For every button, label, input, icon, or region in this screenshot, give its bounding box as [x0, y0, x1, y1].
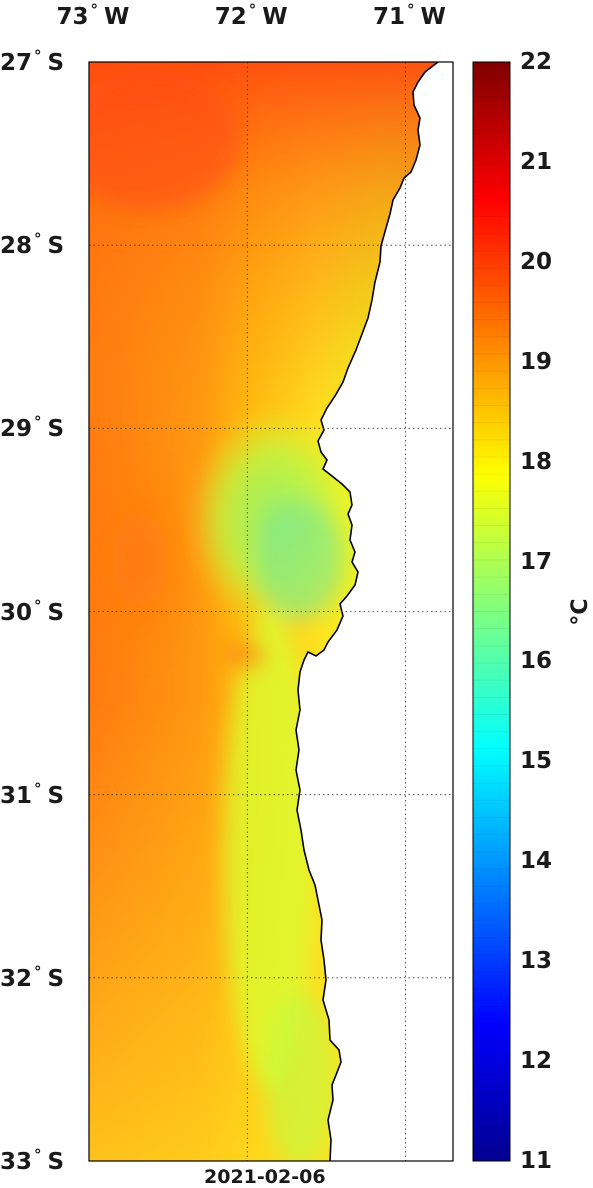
tick-value: 29 [0, 416, 33, 443]
colorbar-units-label: °C [568, 598, 593, 626]
lat-label-28: 28 ° S [0, 232, 65, 260]
colorbar-tick-15: 15 [520, 748, 553, 775]
tick-value: 71 [373, 4, 406, 30]
sst-warm-spot [225, 640, 265, 670]
sst-coastal-band-south [265, 990, 335, 1161]
colorbar-tick-14: 14 [520, 848, 553, 875]
degree-symbol: ° [34, 413, 42, 432]
colorbar-frame [472, 61, 511, 1162]
degree-symbol: ° [34, 779, 42, 798]
colorbar-tick-13: 13 [520, 948, 553, 975]
tick-value: 33 [0, 1149, 33, 1175]
sst-warm-patch [89, 70, 240, 210]
degree-symbol: ° [407, 1, 415, 19]
tick-value: 31 [0, 782, 33, 809]
colorbar [473, 62, 510, 1161]
date-label: 2021-02-06 [204, 1166, 326, 1188]
tick-value: 28 [0, 233, 33, 260]
hemisphere: S [47, 233, 65, 260]
hemisphere: S [47, 782, 65, 809]
hemisphere: S [47, 416, 65, 443]
hemisphere: S [47, 1149, 65, 1175]
hemisphere: W [420, 4, 446, 30]
colorbar-tick-22: 22 [520, 49, 553, 75]
graticule [89, 62, 453, 1161]
degree-symbol: ° [34, 962, 42, 981]
lat-label-31: 31 ° S [0, 781, 65, 809]
lon-label-73: 73 ° W [56, 3, 130, 30]
degree-symbol: ° [34, 47, 42, 65]
sst-upwelling-core [255, 500, 345, 620]
colorbar-bands [473, 78, 510, 1145]
lat-label-29: 29 ° S [0, 415, 65, 443]
lat-label-30: 30 ° S [0, 598, 65, 626]
hemisphere: W [104, 4, 130, 30]
land-mask [296, 62, 453, 1161]
coastline [295, 62, 439, 1161]
colorbar-tick-17: 17 [520, 548, 553, 575]
degree-symbol: ° [90, 1, 99, 19]
map-frame [88, 61, 454, 1162]
sst-warm-eddy [89, 450, 200, 670]
lat-label-33: 33 ° S [0, 1148, 65, 1175]
lon-label-72: 72 ° W [214, 3, 288, 30]
hemisphere: S [47, 599, 65, 626]
colorbar-tick-11: 11 [520, 1148, 553, 1174]
tick-value: 73 [56, 4, 89, 30]
degree-symbol: ° [248, 1, 257, 19]
colorbar-tick-18: 18 [520, 448, 553, 475]
lon-label-71: 71 ° W [373, 3, 446, 30]
degree-symbol: ° [34, 596, 42, 615]
sst-coastal-band [225, 610, 315, 1090]
hemisphere: S [47, 50, 65, 76]
colorbar-tick-16: 16 [520, 648, 553, 675]
hemisphere: W [262, 4, 288, 30]
tick-value: 30 [0, 599, 33, 626]
lat-label-27: 27 ° S [0, 49, 65, 76]
colorbar-tick-20: 20 [520, 248, 553, 275]
colorbar-tick-12: 12 [520, 1048, 553, 1075]
hemisphere: S [47, 965, 65, 992]
tick-value: 72 [214, 4, 247, 30]
lat-label-32: 32 ° S [0, 964, 65, 992]
colorbar-tick-21: 21 [520, 148, 553, 175]
degree-symbol: ° [34, 230, 42, 249]
tick-value: 32 [0, 965, 33, 992]
colorbar-tick-19: 19 [520, 348, 553, 375]
degree-symbol: ° [34, 1146, 42, 1164]
tick-value: 27 [0, 50, 33, 76]
